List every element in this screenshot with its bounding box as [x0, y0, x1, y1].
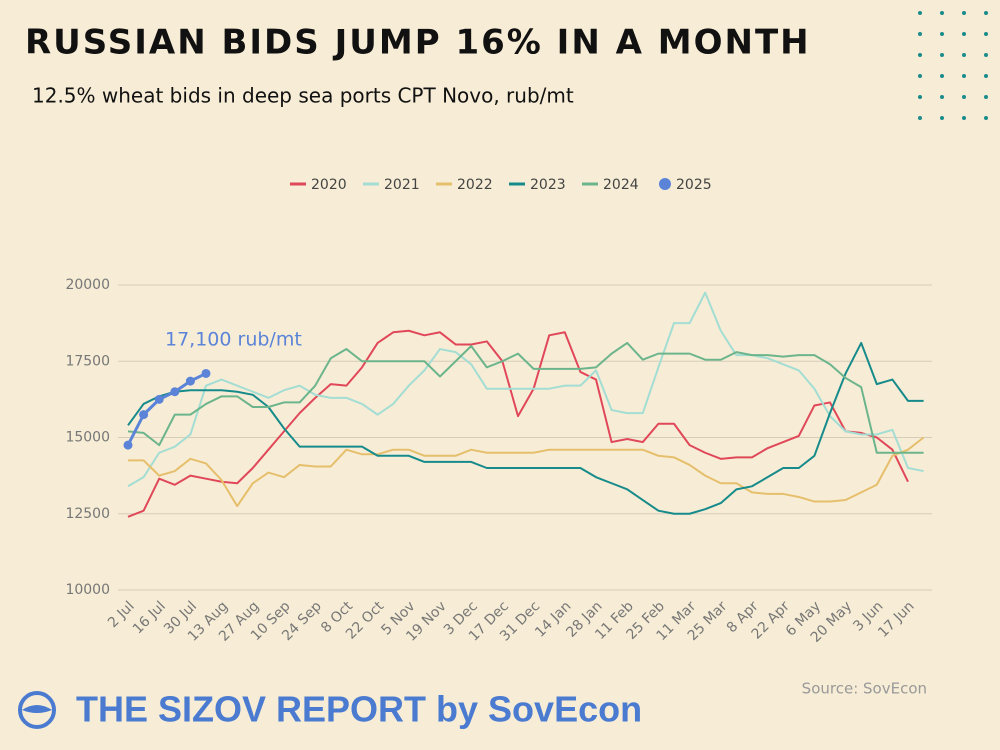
legend-label: 2022 — [457, 177, 493, 193]
decor-dot — [984, 32, 988, 36]
chart-subtitle: 12.5% wheat bids in deep sea ports CPT N… — [32, 84, 574, 108]
decor-dot — [962, 11, 966, 15]
legend-label: 2024 — [603, 177, 639, 193]
logo — [18, 691, 56, 729]
legend-label: 2025 — [676, 177, 712, 193]
decor-dot — [940, 11, 944, 15]
decor-dot — [962, 95, 966, 99]
data-point — [139, 410, 149, 420]
legend-item: 2022 — [436, 177, 493, 193]
series-line — [127, 341, 924, 454]
series-line — [128, 436, 925, 508]
data-point — [185, 376, 195, 386]
decor-dot — [984, 95, 988, 99]
data-point — [170, 387, 180, 397]
decor-dot — [940, 74, 944, 78]
decor-dot — [962, 53, 966, 57]
legend-item: 2024 — [582, 177, 639, 193]
decor-dot — [940, 32, 944, 36]
legend-item: 2023 — [509, 177, 566, 193]
legend-item: 2021 — [363, 177, 420, 193]
decor-dot — [918, 74, 922, 78]
legend-marker — [659, 178, 671, 190]
decor-dot — [984, 11, 988, 15]
y-tick-label: 12500 — [65, 506, 110, 522]
y-tick-label: 20000 — [65, 277, 110, 293]
x-tick-label: 16 Jul — [130, 598, 169, 637]
decor-dots — [918, 11, 988, 120]
annotation: 17,100 rub/mt — [165, 329, 302, 351]
decor-dot — [918, 53, 922, 57]
decor-dot — [918, 95, 922, 99]
decor-dot — [984, 116, 988, 120]
chart-title: RUSSIAN BIDS JUMP 16% IN A MONTH — [25, 23, 811, 63]
legend-label: 2021 — [384, 177, 420, 193]
decor-dot — [984, 53, 988, 57]
series-line — [127, 329, 909, 518]
data-point — [123, 440, 133, 450]
data-point — [154, 394, 164, 404]
legend-label: 2020 — [311, 177, 347, 193]
decor-dot — [940, 116, 944, 120]
source: Source: SovEcon — [802, 680, 927, 698]
decor-dot — [940, 95, 944, 99]
y-tick-label: 10000 — [65, 582, 110, 598]
decor-dot — [984, 74, 988, 78]
decor-dot — [918, 32, 922, 36]
series-line — [127, 291, 924, 488]
decor-dot — [940, 53, 944, 57]
y-tick-label: 17500 — [65, 353, 110, 369]
decor-dot — [962, 74, 966, 78]
footer: THE SIZOV REPORT by SovEcon — [76, 689, 642, 730]
decor-dot — [962, 32, 966, 36]
series-line — [127, 341, 924, 515]
decor-dot — [918, 11, 922, 15]
legend-label: 2023 — [530, 177, 566, 193]
legend-item: 2020 — [290, 177, 347, 193]
legend-item: 2025 — [659, 177, 712, 193]
y-tick-label: 15000 — [65, 430, 110, 446]
decor-dot — [962, 116, 966, 120]
decor-dot — [918, 116, 922, 120]
data-point — [201, 368, 211, 378]
